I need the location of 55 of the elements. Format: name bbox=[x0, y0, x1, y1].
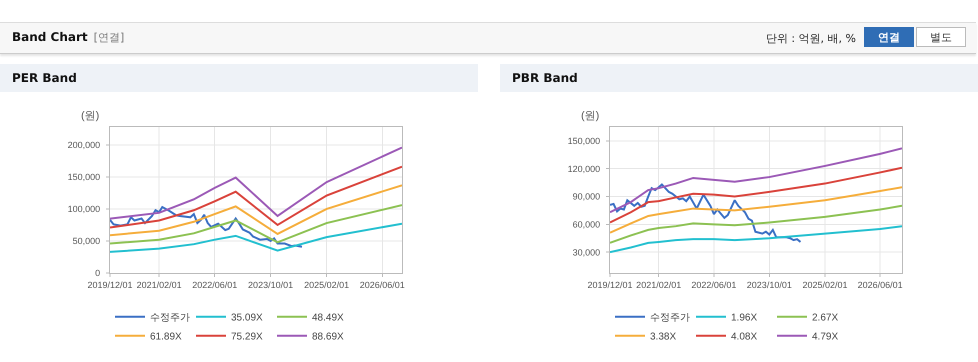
x-tick-label: 2026/06/01 bbox=[858, 280, 903, 290]
legend-label: 3.38X bbox=[650, 332, 676, 343]
line-series bbox=[610, 147, 902, 214]
legend-label: 48.49X bbox=[312, 312, 344, 324]
x-tick-label: 2026/06/01 bbox=[360, 280, 405, 290]
x-tick-label: 2021/02/01 bbox=[136, 280, 182, 290]
y-tick-label: 120,000 bbox=[568, 164, 600, 174]
line-series bbox=[610, 204, 902, 244]
y-axis-title: (원) bbox=[581, 110, 600, 122]
legend-label: 61.89X bbox=[150, 332, 182, 343]
text: 별도 bbox=[916, 27, 966, 47]
line-series bbox=[110, 166, 402, 229]
line-series bbox=[110, 184, 402, 236]
legend-label: 2.67X bbox=[812, 312, 838, 324]
legend-label: 4.79X bbox=[812, 332, 838, 343]
x-tick-label: 2019/12/01 bbox=[587, 280, 633, 290]
line-series bbox=[610, 166, 902, 224]
legend-label: 75.29X bbox=[231, 332, 264, 343]
text: 연결 bbox=[864, 27, 914, 47]
line-series bbox=[110, 146, 402, 220]
chart-title: PBR Band bbox=[500, 64, 978, 92]
x-tick-label: 2023/10/01 bbox=[746, 280, 792, 290]
text: [연결] bbox=[94, 31, 124, 44]
y-tick-label: 150,000 bbox=[568, 136, 600, 146]
line-series bbox=[110, 204, 402, 245]
y-tick-label: 60,000 bbox=[572, 219, 600, 230]
x-tick-label: 2023/10/01 bbox=[248, 280, 294, 290]
y-tick-label: 50,000 bbox=[72, 236, 100, 246]
x-tick-label: 2021/02/01 bbox=[636, 280, 682, 290]
legend-label: 88.69X bbox=[312, 332, 344, 343]
x-tick-label: 2022/06/01 bbox=[192, 280, 238, 290]
legend-label: 수정주가 bbox=[650, 312, 690, 324]
line-series bbox=[610, 186, 902, 234]
line-series bbox=[610, 225, 902, 254]
line-series bbox=[110, 222, 402, 253]
legend-label: 35.09X bbox=[231, 312, 264, 324]
y-tick-label: 30,000 bbox=[572, 247, 600, 258]
text: Band Chart bbox=[12, 30, 88, 44]
line-series bbox=[110, 206, 303, 248]
x-tick-label: 2019/12/01 bbox=[87, 280, 133, 290]
y-tick-label: 90,000 bbox=[572, 192, 600, 202]
y-tick-label: 200,000 bbox=[68, 140, 100, 150]
x-tick-label: 2025/02/01 bbox=[802, 280, 848, 290]
text: 단위 : 억원, 배, % bbox=[766, 31, 856, 46]
line-series bbox=[610, 183, 802, 243]
x-tick-label: 2025/02/01 bbox=[304, 280, 350, 290]
y-tick-label: 100,000 bbox=[68, 204, 100, 214]
legend-label: 1.96X bbox=[731, 312, 758, 324]
legend-label: 4.08X bbox=[731, 332, 758, 343]
x-tick-label: 2022/06/01 bbox=[691, 280, 736, 290]
y-axis-title: (원) bbox=[81, 110, 100, 122]
legend-label: 수정주가 bbox=[150, 312, 190, 324]
chart-title: PER Band bbox=[0, 64, 478, 92]
y-tick-label: 0 bbox=[95, 268, 100, 278]
y-tick-label: 150,000 bbox=[68, 172, 100, 182]
